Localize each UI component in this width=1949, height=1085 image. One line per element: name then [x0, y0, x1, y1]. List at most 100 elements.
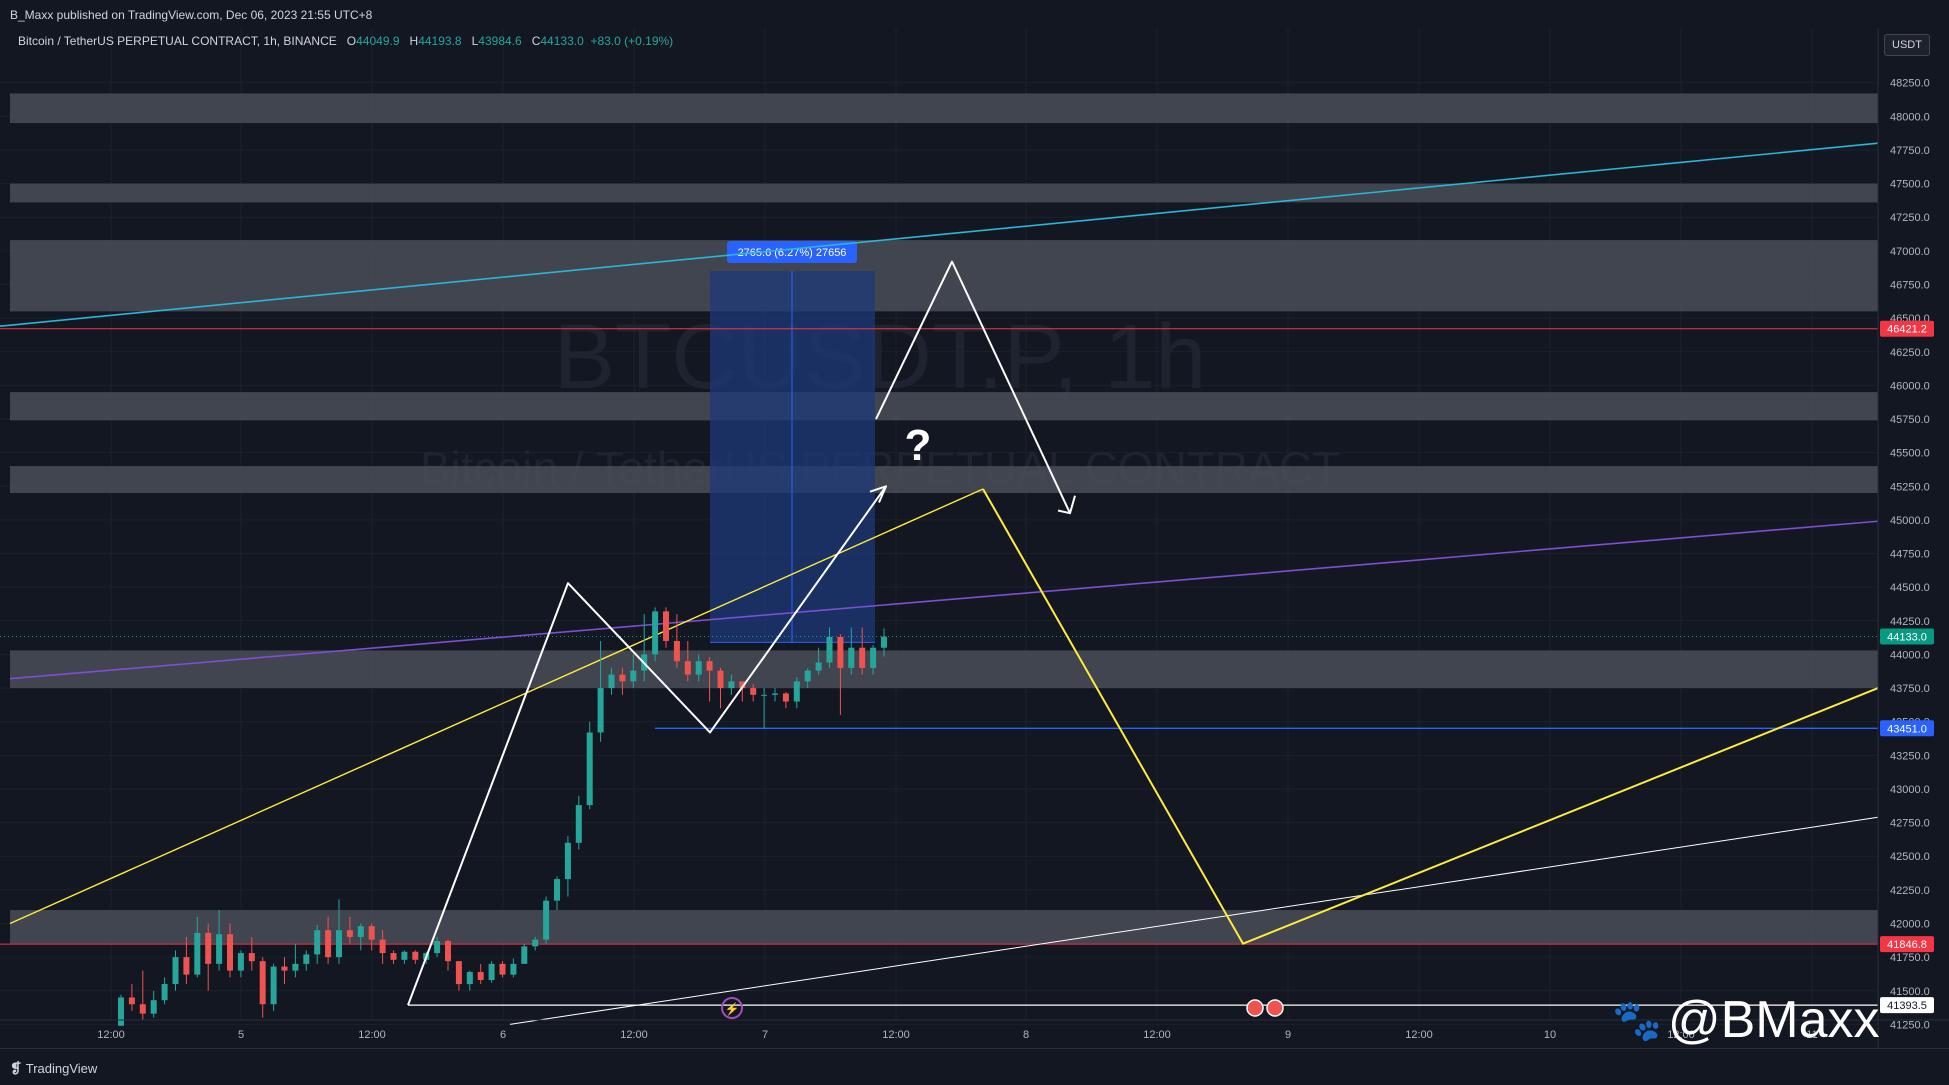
zone-rect: [10, 910, 1878, 944]
price-chart[interactable]: BTCUSDT.P, 1h Bitcoin / TetherUS PERPETU…: [0, 28, 1949, 1048]
question-mark: ?: [905, 421, 932, 470]
candle-body: [804, 670, 811, 682]
candle-body: [532, 939, 539, 947]
price-label-box: [1880, 936, 1934, 953]
trendlines[interactable]: [0, 142, 1879, 1025]
price-tick-label: 47500.0: [1890, 179, 1930, 191]
open-value: 44049.9: [356, 34, 400, 48]
price-tick-label: 42250.0: [1890, 885, 1930, 897]
price-label: 46421.2: [1887, 324, 1927, 336]
zone-rect: [10, 183, 1878, 203]
price-tick-label: 43000.0: [1890, 784, 1930, 796]
watermark-ticker: BTCUSDT.P, 1h: [554, 306, 1207, 408]
supply-demand-zones: [10, 93, 1878, 944]
zone-rect: [10, 93, 1878, 124]
candle-body: [859, 647, 866, 668]
price-tick-label: 41250.0: [1890, 1019, 1930, 1031]
candle-body: [466, 971, 473, 985]
candle-body: [870, 647, 877, 668]
currency-unit-button[interactable]: USDT: [1884, 34, 1930, 56]
candle-body: [663, 611, 669, 641]
candle-body: [139, 1004, 146, 1014]
time-tick-label: 12:00: [1405, 1029, 1433, 1041]
tradingview-logo[interactable]: ❡ TradingView: [10, 1060, 97, 1077]
candle-body: [586, 732, 593, 806]
candle-body: [521, 946, 528, 964]
purple-trendline[interactable]: [9, 520, 1879, 680]
candle-body: [695, 661, 702, 675]
candle-body: [281, 966, 288, 971]
tradingview-logo-text: TradingView: [25, 1061, 98, 1076]
white-lower-trendline[interactable]: [509, 816, 1879, 1025]
candle-body: [292, 963, 299, 971]
candle-body: [172, 957, 179, 985]
time-tick-label: 12:00: [1143, 1029, 1171, 1041]
close-value: 44133.0: [540, 34, 584, 48]
flash-event-icon[interactable]: [721, 997, 743, 1019]
candle-body: [445, 940, 451, 962]
candle-body: [237, 953, 244, 971]
author-watermark-text: @BMaxx: [1667, 991, 1880, 1049]
candle-body: [270, 966, 277, 1005]
yellow-projection-path[interactable]: [982, 488, 1879, 945]
arrow-head-down[interactable]: [1057, 495, 1076, 515]
candle-body: [782, 693, 789, 702]
price-label: 41393.5: [1887, 1000, 1927, 1012]
candle-body: [717, 670, 724, 689]
arrow-head-up-1[interactable]: [869, 485, 887, 503]
price-axis[interactable]: 48250.0 48000.0 47750.0 47500.0 47250.0 47000…: [1877, 28, 1949, 1048]
candle-body: [739, 681, 746, 689]
candle-body: [205, 932, 212, 964]
candle-body: [325, 930, 332, 958]
candle-body: [346, 930, 353, 937]
price-tick-label: 46750.0: [1890, 279, 1930, 291]
zone-rect: [10, 466, 1878, 494]
candle-body: [128, 997, 135, 1005]
candle-body: [706, 661, 713, 671]
candle-body: [510, 963, 517, 975]
us-flag-event-icon[interactable]: [1266, 999, 1284, 1017]
candle-body: [554, 879, 560, 901]
candle-body: [248, 953, 255, 962]
us-flag-event-icon[interactable]: [1246, 999, 1264, 1017]
time-tick-label: 12:00: [882, 1029, 910, 1041]
pattern-drawings[interactable]: [407, 260, 1879, 1006]
price-tick-label: 43250.0: [1890, 750, 1930, 762]
time-tick-label: 5: [238, 1029, 244, 1041]
candle-body: [815, 662, 822, 671]
yellow-support-trendline[interactable]: [9, 488, 984, 925]
symbol-legend[interactable]: Bitcoin / TetherUS PERPETUAL CONTRACT, 1…: [18, 34, 673, 48]
price-tick-label: 47750.0: [1890, 145, 1930, 157]
change-value: +83.0 (+0.19%): [590, 34, 674, 48]
candle-body: [772, 693, 778, 695]
time-tick-label: 8: [1023, 1029, 1029, 1041]
high-value: 44193.8: [418, 34, 462, 48]
low-label: L: [471, 34, 479, 48]
price-range-measure[interactable]: 2765.6 (6.27%) 27656: [710, 241, 875, 643]
candle-body: [848, 647, 855, 668]
event-markers[interactable]: ⚡: [721, 997, 1284, 1019]
cyan-trendline[interactable]: [0, 142, 1879, 327]
chart-area[interactable]: BTCUSDT.P, 1h Bitcoin / TetherUS PERPETU…: [0, 28, 1949, 1048]
price-tick-label: 48250.0: [1890, 78, 1930, 90]
price-tick-label: 42500.0: [1890, 851, 1930, 863]
time-tick-label: 12:00: [358, 1029, 386, 1041]
candle-body: [259, 961, 266, 1005]
author-watermark: 🐾 @BMaxx: [1612, 990, 1880, 1050]
publisher-bar: B_Maxx published on TradingView.com, Dec…: [0, 0, 1949, 28]
candle-body: [183, 957, 190, 975]
white-projection-path[interactable]: [875, 260, 1071, 514]
candle-body: [684, 661, 691, 675]
tradingview-logo-icon: ❡: [10, 1060, 22, 1076]
zone-rect: [10, 650, 1878, 689]
time-axis[interactable]: 12:00 5 12:00 6 12:00 7 12:00 8 12:00 9 12:00 10 12:…: [0, 1019, 1949, 1041]
horizontal-levels[interactable]: [0, 328, 1878, 1006]
candle-body: [543, 900, 550, 940]
candle-body: [412, 951, 419, 960]
time-tick-label: 11: [1806, 1029, 1817, 1041]
candle-body: [564, 842, 571, 880]
price-tick-label: 45500.0: [1890, 448, 1930, 460]
white-zigzag-pattern[interactable]: [407, 485, 887, 1006]
candle-body: [314, 930, 321, 955]
open-label: O: [346, 34, 357, 48]
